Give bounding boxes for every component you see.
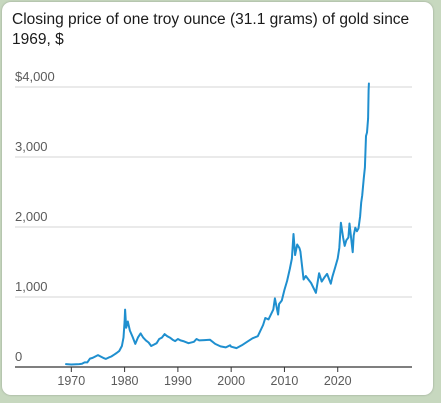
y-tick-label: 3,000 xyxy=(15,139,48,154)
x-tick-label: 2000 xyxy=(217,374,245,388)
x-tick-label: 2010 xyxy=(271,374,299,388)
line-chart: 0 1,000 2,000 3,000 $4,000 1970 1980 1990 2000 20… xyxy=(15,69,412,388)
x-tick-label: 1980 xyxy=(111,374,139,388)
chart-title: Closing price of one troy ounce (31.1 gr… xyxy=(12,11,410,48)
price-line xyxy=(65,82,370,366)
x-tick-label: 1990 xyxy=(164,374,192,388)
y-tick-label: 0 xyxy=(15,349,22,364)
y-tick-label: $4,000 xyxy=(15,69,55,84)
x-tick-label: 1970 xyxy=(57,374,85,388)
y-tick-label: 1,000 xyxy=(15,279,48,294)
x-tick-label: 2020 xyxy=(324,374,352,388)
y-tick-label: 2,000 xyxy=(15,209,48,224)
chart-card: Closing price of one troy ounce (31.1 gr… xyxy=(2,2,433,395)
